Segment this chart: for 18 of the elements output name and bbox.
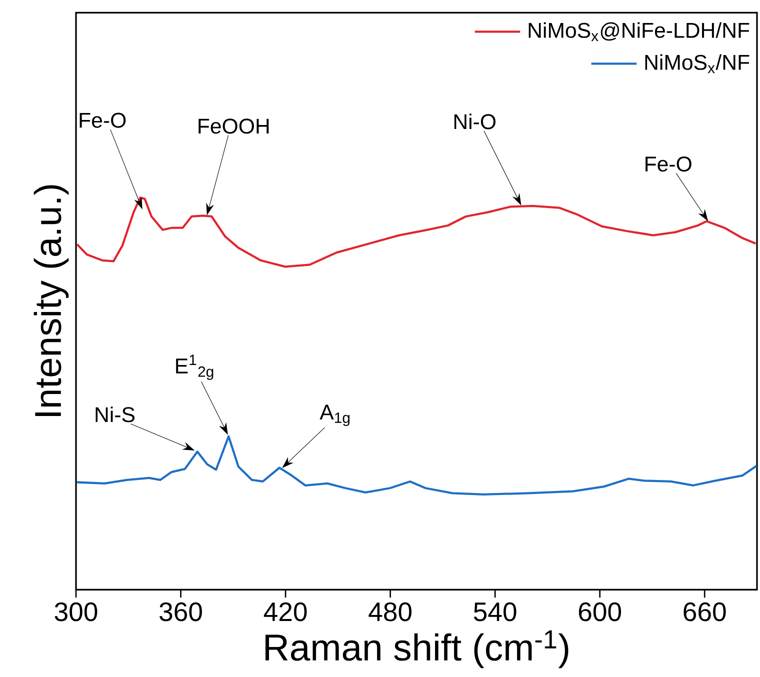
x-tick-label: 660 <box>684 602 726 622</box>
annotation: A$_{1g}$ <box>320 404 350 426</box>
x-tick-label: 420 <box>264 602 307 622</box>
legend-label: NiMoS$_{x}$@NiFe-LDH/NF <box>528 22 750 42</box>
x-axis-title: Raman shift (cm$^{-1}$) <box>266 630 568 668</box>
annotation: Ni-O <box>454 114 496 130</box>
annotation: E$^{1}$2g <box>176 354 214 380</box>
legend-label: NiMoS$_{x}$/NF <box>645 54 750 74</box>
x-tick-label: 540 <box>474 602 516 622</box>
annotation: FeOOH <box>198 118 269 134</box>
y-axis-title: Intensity (a.u.) <box>34 185 69 416</box>
x-tick-label: 480 <box>368 602 412 622</box>
annotation: Ni-S <box>96 406 135 422</box>
x-tick-label: 300 <box>54 602 98 622</box>
x-tick-label: 360 <box>160 602 202 622</box>
x-tick-label: 600 <box>578 602 622 622</box>
annotation: Fe-O <box>646 156 692 172</box>
annotation: Fe-O <box>80 112 126 128</box>
